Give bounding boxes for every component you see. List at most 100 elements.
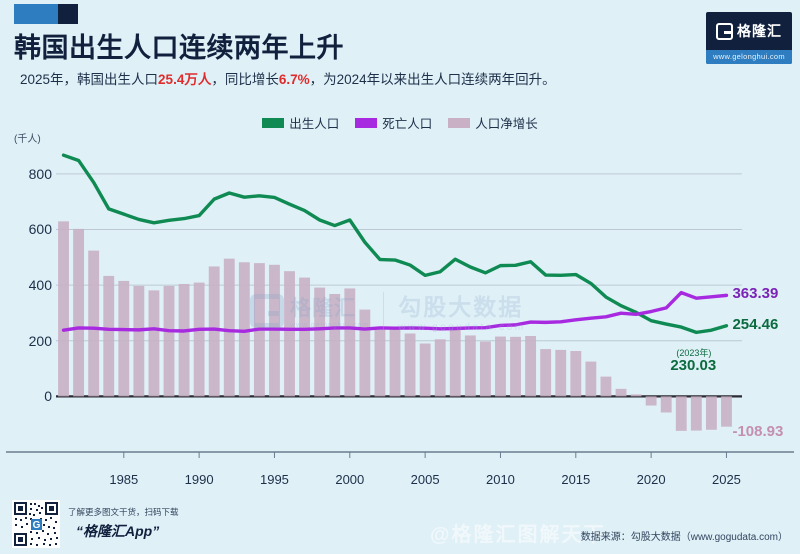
data-label-deaths: 363.39 <box>732 285 779 303</box>
subtitle-part-2: ，同比增长 <box>211 72 279 87</box>
line-死亡人口 <box>61 290 729 333</box>
brand-name: 格隆汇 <box>737 23 782 39</box>
y-axis-tick-label: 600 <box>28 221 52 238</box>
x-axis-tick-label: 2025 <box>711 472 741 487</box>
x-axis-tick-label: 2015 <box>561 472 591 487</box>
svg-text:G: G <box>33 520 41 531</box>
bar-net-growth <box>133 285 145 397</box>
app-name: “格隆汇App” <box>76 523 160 539</box>
bar-net-growth <box>630 394 642 397</box>
y-axis-tick-label: 200 <box>28 332 52 349</box>
bar-net-growth <box>705 396 717 430</box>
promo-text: 了解更多图文干货，扫码下载 <box>68 507 179 517</box>
chart-canvas <box>6 153 794 458</box>
bar-net-growth <box>585 361 597 397</box>
page-title: 韩国出生人口连续两年上升 <box>14 33 344 63</box>
bar-net-growth <box>238 262 250 397</box>
bar-net-growth <box>404 333 416 397</box>
x-axis-tick-label: 2010 <box>485 472 515 487</box>
bar-net-growth <box>615 388 627 397</box>
bar-net-growth <box>329 293 341 397</box>
brand-logo: 格隆汇 www.gelonghui.com <box>706 12 792 64</box>
page-subtitle: 2025年，韩国出生人口25.4万人，同比增长6.7%，为2024年以来出生人口… <box>20 68 556 88</box>
legend-swatch-icon <box>262 117 285 128</box>
bar-net-growth <box>645 396 657 406</box>
bar-net-growth <box>570 351 582 397</box>
bar-net-growth <box>314 287 326 397</box>
bar-net-growth <box>540 349 552 397</box>
bar-net-growth <box>148 290 160 397</box>
subtitle-part-4: ，为2024年以来出生人口连续两年回升。 <box>309 72 556 87</box>
plot-area: (千人) 0 200 400 600 800 1985 1990 1995 2000 2005 2… <box>0 130 800 490</box>
legend-swatch-icon <box>355 117 378 128</box>
subtitle-part-1: 25.4万人 <box>158 72 212 87</box>
qr-code-image: G <box>12 500 60 548</box>
bar-net-growth <box>223 258 235 397</box>
bar-net-growth <box>600 376 612 397</box>
bar-net-growth <box>419 343 431 397</box>
bar-net-growth <box>434 339 446 397</box>
chart-legend: 出生人口 死亡人口 人口净增长 <box>0 113 800 132</box>
bar-net-growth <box>103 275 115 397</box>
x-axis-tick-label: 1995 <box>259 472 289 487</box>
weibo-watermark: @格隆汇图解天下 <box>430 524 606 546</box>
bar-net-growth <box>721 396 732 427</box>
bar-net-growth <box>359 309 371 397</box>
data-label-net-growth: -108.93 <box>732 422 784 440</box>
brand-url: www.gelonghui.com <box>706 50 792 64</box>
bar-net-growth <box>208 266 220 397</box>
bar-net-growth <box>284 271 295 397</box>
bar-net-growth <box>464 335 476 397</box>
subtitle-part-3: 6.7% <box>278 72 310 87</box>
gelonghui-g-icon <box>716 22 733 40</box>
data-label-births: 254.46 <box>732 315 779 333</box>
bar-net-growth <box>675 396 687 431</box>
line-出生人口 <box>61 153 729 335</box>
legend-item-0[interactable]: 出生人口 <box>262 113 339 132</box>
bar-net-growth <box>510 336 521 397</box>
legend-label: 出生人口 <box>289 117 340 131</box>
x-axis-tick-label: 1985 <box>109 472 139 487</box>
bar-net-growth <box>495 336 506 397</box>
legend-swatch-icon <box>448 117 471 128</box>
bar-net-growth <box>88 250 100 397</box>
bar-net-growth <box>479 341 491 397</box>
y-axis-tick-label: 400 <box>28 277 52 294</box>
y-axis-tick-label: 0 <box>44 388 52 405</box>
brand-logo-row: 格隆汇 <box>706 12 792 50</box>
header-accent-bar <box>14 4 58 24</box>
bar-net-growth <box>374 327 386 397</box>
bar-net-growth <box>525 335 537 397</box>
legend-label: 人口净增长 <box>475 117 538 131</box>
bar-net-growth <box>555 349 567 397</box>
bar-net-growth <box>163 285 175 397</box>
bar-net-growth <box>389 328 401 397</box>
bar-net-growth <box>299 277 311 397</box>
legend-item-1[interactable]: 死亡人口 <box>355 113 432 132</box>
x-axis-tick-label: 1990 <box>184 472 214 487</box>
bar-net-growth <box>344 288 356 397</box>
bar-net-growth <box>178 283 190 397</box>
data-label-births-2023-note: (2023年) <box>676 348 712 359</box>
data-label-births-2023: 230.03 <box>670 357 717 375</box>
bar-net-growth <box>73 228 85 397</box>
bar-net-growth <box>193 282 205 397</box>
bar-net-growth <box>118 280 130 397</box>
x-axis-tick-label: 2000 <box>335 472 365 487</box>
y-axis-ticks: 0 200 400 600 800 <box>0 130 52 490</box>
bar-net-growth <box>58 221 69 397</box>
data-source: 数据来源：勾股大数据（www.gogudata.com） <box>580 532 788 543</box>
legend-item-2[interactable]: 人口净增长 <box>448 113 538 132</box>
bar-net-growth <box>660 396 672 413</box>
subtitle-part-0: 2025年，韩国出生人口 <box>20 72 159 87</box>
bar-net-growth <box>449 327 461 397</box>
header-accent-bar-dark <box>58 4 78 24</box>
legend-label: 死亡人口 <box>382 117 433 131</box>
qr-code: G <box>12 500 60 548</box>
y-axis-tick-label: 800 <box>28 165 52 182</box>
x-axis-tick-label: 2020 <box>636 472 666 487</box>
bar-net-growth <box>690 396 702 431</box>
y-axis-unit-label: (千人) <box>14 134 41 145</box>
x-axis-tick-label: 2005 <box>410 472 440 487</box>
